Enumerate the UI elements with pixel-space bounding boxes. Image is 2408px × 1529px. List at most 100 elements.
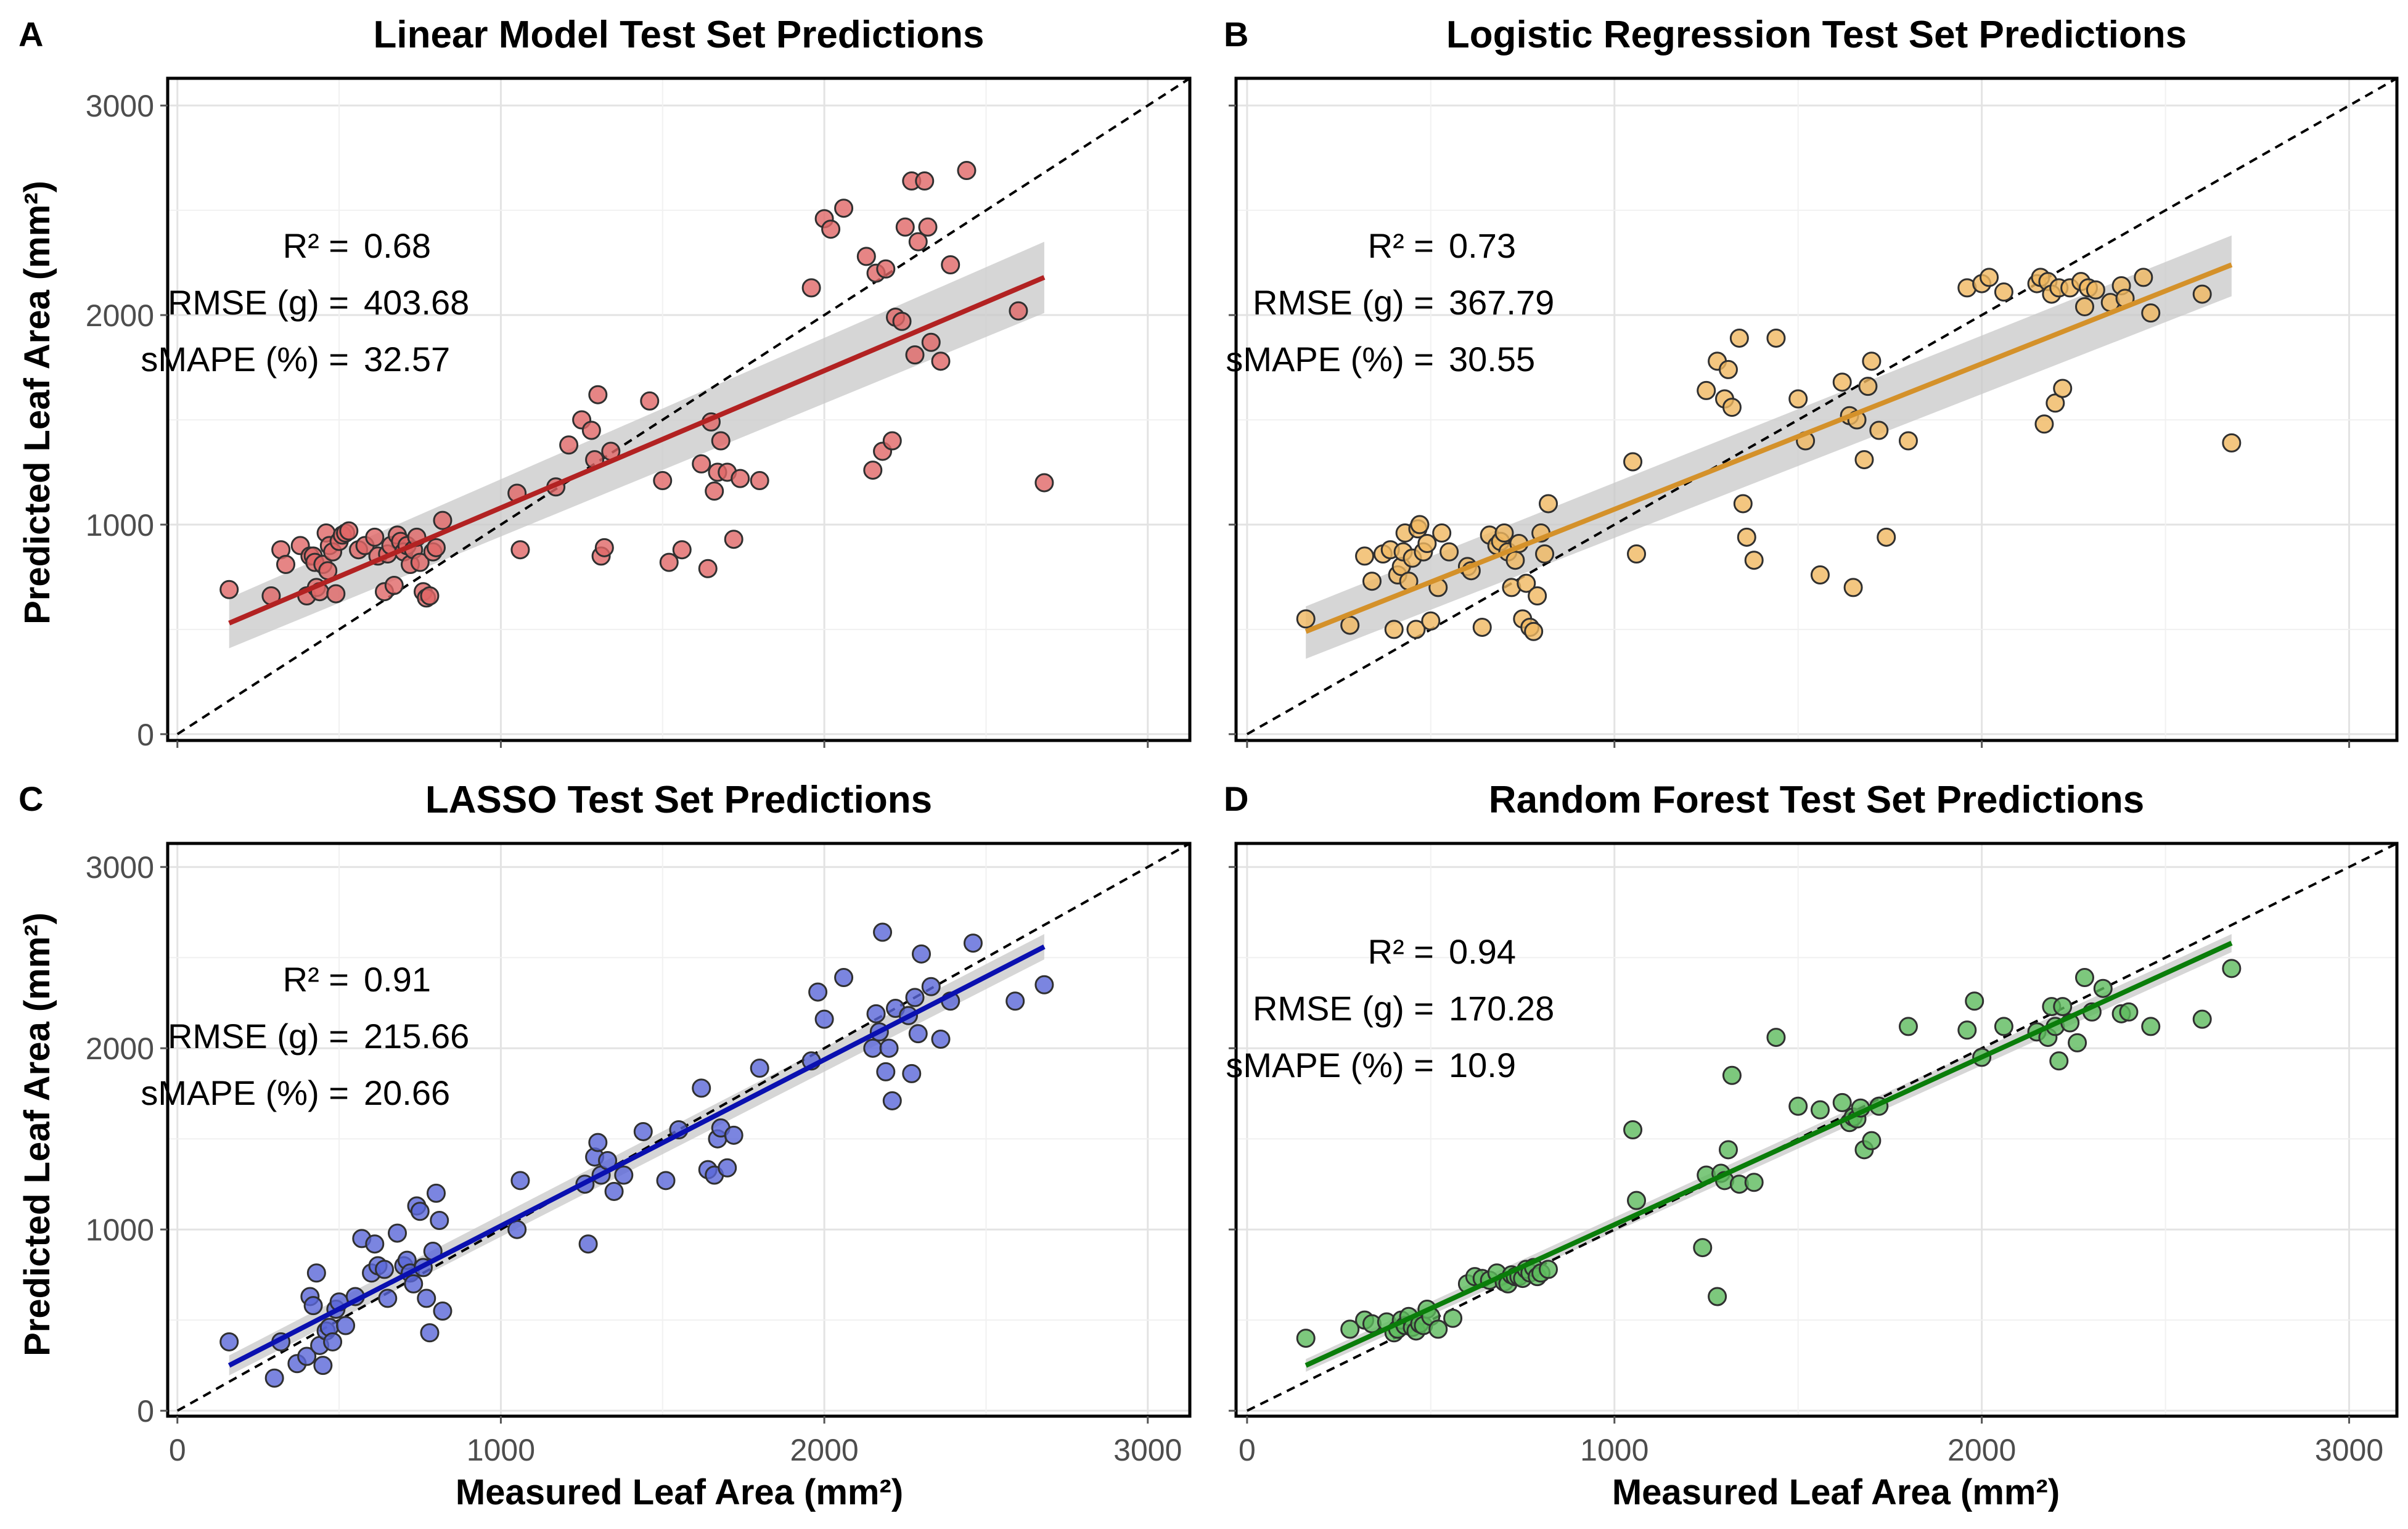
- panel-b-point: [2134, 268, 2153, 287]
- panel-b-point: [1843, 578, 1863, 597]
- panel-c-x-tick-label: 2000: [790, 1433, 858, 1467]
- panel-a-point: [892, 311, 912, 331]
- panel-d-stat-label: R² =: [1368, 932, 1434, 971]
- panel-a-point: [834, 199, 854, 218]
- panel-b-point: [1722, 398, 1742, 417]
- panel-a-point: [698, 559, 718, 578]
- panel-a-y-tick-label: 3000: [86, 89, 154, 123]
- panel-a-y-tick-label: 2000: [86, 298, 154, 333]
- panel-c-point: [313, 1356, 333, 1375]
- panel-b-stat-value: 367.79: [1449, 283, 1554, 322]
- panel-b-point: [1877, 527, 1896, 547]
- panel-b-point: [2192, 284, 2212, 304]
- panel-c-point: [588, 1133, 608, 1152]
- panel-d-point: [1994, 1017, 2013, 1036]
- panel-c-point: [1005, 991, 1025, 1011]
- panel-b-point: [1421, 611, 1441, 631]
- panel-c-point: [921, 977, 941, 996]
- panel-b-point: [1832, 372, 1852, 392]
- panel-a-point: [705, 482, 724, 501]
- panel-c-point: [426, 1183, 446, 1203]
- panel-d-x-tick-label: 3000: [2315, 1433, 2383, 1467]
- panel-a-point: [863, 461, 883, 480]
- panel-d-x-tick-label: 1000: [1580, 1433, 1648, 1467]
- panel-b-fit-line: [1304, 262, 2233, 634]
- y-axis-label-bottom: Predicted Leaf Area (mm²): [17, 912, 57, 1356]
- panel-c-point: [614, 1165, 634, 1185]
- panel-d-point: [1832, 1092, 1852, 1112]
- panel-b-point: [1980, 268, 1999, 287]
- panel-a-point: [559, 435, 579, 455]
- panel-c-fit-line: [227, 945, 1046, 1368]
- panel-b-point: [1623, 452, 1643, 472]
- panel-b-point: [1417, 534, 1437, 554]
- panel-c-stat-label: sMAPE (%) =: [141, 1073, 349, 1112]
- panel-a-point: [640, 391, 660, 411]
- panel-b-stat-label: sMAPE (%) =: [1226, 340, 1434, 379]
- panel-d-point: [1718, 1140, 1738, 1160]
- panel-d-point: [2093, 978, 2113, 998]
- panel-c-stat-value: 0.91: [364, 960, 431, 999]
- panel-c-point: [963, 933, 983, 953]
- panel-c-y-tick-label: 1000: [86, 1213, 154, 1247]
- panel-d-point: [2053, 997, 2073, 1017]
- panel-b-point: [1528, 586, 1547, 605]
- panel-d-point: [1744, 1173, 1764, 1192]
- panel-a-point: [821, 219, 841, 239]
- panel-c-point: [336, 1316, 356, 1335]
- panel-b-point: [1898, 431, 1918, 451]
- panel-b-point: [1432, 523, 1452, 543]
- panel-b-point: [1296, 609, 1316, 629]
- panel-c-point: [420, 1323, 440, 1343]
- panel-c-point: [879, 1038, 899, 1058]
- panel-b-point: [1737, 527, 1756, 547]
- panel-a-stat-value: 403.68: [364, 283, 469, 322]
- panel-d-stat-value: 10.9: [1449, 1046, 1516, 1084]
- panel-c-y-tick-label: 0: [137, 1394, 154, 1429]
- panel-a-point: [420, 586, 440, 605]
- panel-b-identity-line: [1246, 77, 2398, 736]
- panel-d-stat-value: 170.28: [1449, 989, 1554, 1028]
- panel-c-point: [718, 1158, 737, 1178]
- panel-d-point: [2074, 968, 2094, 988]
- panel-c-frame: [166, 842, 1192, 1418]
- panel-d-title: Random Forest Test Set Predictions: [1489, 779, 2144, 821]
- panel-b-point: [1744, 551, 1764, 570]
- panel-d-x-tick-label: 2000: [1947, 1433, 2016, 1467]
- panel-a-stat-value: 0.68: [364, 226, 431, 265]
- panel-a-point: [433, 510, 453, 530]
- panel-a-letter: A: [18, 15, 43, 54]
- x-axis-label-right: Measured Leaf Area (mm²): [1612, 1472, 2060, 1512]
- panel-d-point: [1810, 1100, 1830, 1120]
- panel-a-point: [711, 431, 731, 451]
- panel-a-point: [339, 521, 359, 541]
- panel-d-point: [1428, 1319, 1448, 1339]
- panel-c-point: [633, 1121, 653, 1141]
- panel-c-point: [388, 1223, 407, 1243]
- panel-c-point: [863, 1038, 883, 1058]
- panel-b-stat-label: R² =: [1368, 226, 1434, 265]
- panel-b-point: [1494, 523, 1514, 543]
- panel-a-point: [410, 552, 430, 572]
- panel-c-point: [219, 1332, 239, 1351]
- panel-d-point: [1766, 1028, 1786, 1047]
- panel-a-point: [426, 538, 446, 557]
- panel-b-point: [1994, 282, 2013, 302]
- panel-c-point: [507, 1220, 527, 1239]
- panel-a-point: [931, 351, 951, 371]
- panel-c-stat-value: 215.66: [364, 1017, 469, 1056]
- panel-b-point: [1858, 377, 1878, 396]
- panel-b-point: [1697, 380, 1716, 400]
- panel-a-point: [365, 527, 385, 547]
- panel-b-point: [1410, 515, 1430, 535]
- panel-b-point: [1810, 565, 1830, 584]
- panel-c-point: [430, 1210, 449, 1230]
- panel-d-point: [2141, 1017, 2161, 1036]
- panel-b-point: [1439, 542, 1459, 562]
- panel-c-point: [297, 1347, 317, 1366]
- panel-a-stat-label: R² =: [283, 226, 349, 265]
- panel-c-title: LASSO Test Set Predictions: [425, 779, 932, 821]
- panel-b-point: [1535, 544, 1555, 564]
- panel-b-point: [1539, 494, 1558, 514]
